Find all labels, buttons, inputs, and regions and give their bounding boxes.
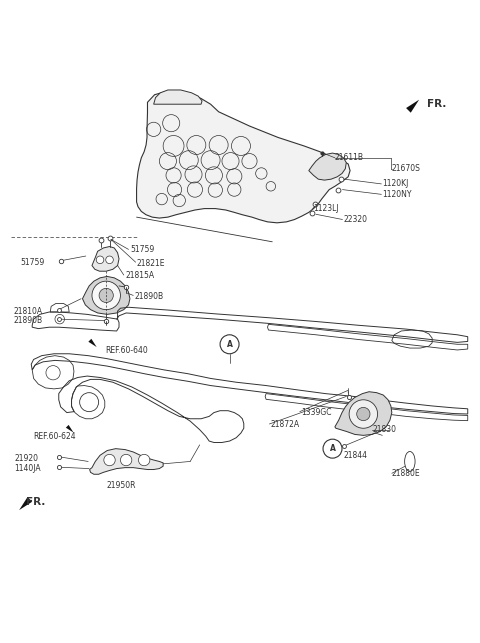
Polygon shape — [88, 339, 96, 347]
Circle shape — [357, 408, 370, 421]
Text: 21670S: 21670S — [392, 164, 420, 173]
Text: 21810A: 21810A — [13, 307, 42, 316]
Circle shape — [92, 281, 120, 310]
Text: 51759: 51759 — [130, 245, 154, 254]
Polygon shape — [154, 90, 202, 104]
Text: 21890B: 21890B — [13, 316, 42, 325]
Circle shape — [349, 400, 378, 428]
Polygon shape — [406, 100, 419, 113]
Text: 21890B: 21890B — [135, 293, 164, 302]
Text: 21844: 21844 — [343, 451, 367, 460]
Polygon shape — [83, 276, 130, 314]
Text: A: A — [227, 340, 232, 349]
Text: 1120NY: 1120NY — [383, 190, 412, 199]
Text: 1123LJ: 1123LJ — [313, 204, 339, 213]
Polygon shape — [309, 153, 346, 180]
Polygon shape — [137, 91, 350, 223]
Text: 21815A: 21815A — [125, 271, 154, 280]
Circle shape — [99, 288, 113, 302]
Circle shape — [120, 455, 132, 466]
Text: 1140JA: 1140JA — [14, 464, 41, 473]
Text: 21872A: 21872A — [271, 421, 300, 430]
Polygon shape — [90, 449, 163, 475]
Text: FR.: FR. — [427, 99, 447, 109]
Text: 21880E: 21880E — [392, 469, 420, 478]
Circle shape — [104, 455, 115, 466]
Polygon shape — [19, 497, 32, 510]
Text: A: A — [330, 444, 336, 453]
Text: REF.60-640: REF.60-640 — [105, 347, 147, 356]
Circle shape — [220, 335, 239, 354]
Text: 1120KJ: 1120KJ — [383, 179, 408, 188]
Text: 1339GC: 1339GC — [301, 408, 331, 417]
Circle shape — [96, 256, 104, 264]
Circle shape — [138, 455, 150, 466]
Polygon shape — [92, 246, 119, 271]
Circle shape — [106, 256, 113, 264]
Text: 21821E: 21821E — [137, 259, 165, 268]
Text: 21950R: 21950R — [106, 481, 136, 490]
Text: 21611B: 21611B — [335, 153, 364, 162]
Polygon shape — [66, 425, 73, 433]
Text: 21830: 21830 — [373, 425, 397, 434]
Text: 22320: 22320 — [343, 215, 367, 224]
Text: 51759: 51759 — [21, 258, 45, 267]
Polygon shape — [335, 392, 392, 435]
Text: REF.60-624: REF.60-624 — [34, 432, 76, 441]
Text: FR.: FR. — [25, 497, 45, 507]
Text: 21920: 21920 — [14, 454, 38, 463]
Circle shape — [323, 439, 342, 458]
